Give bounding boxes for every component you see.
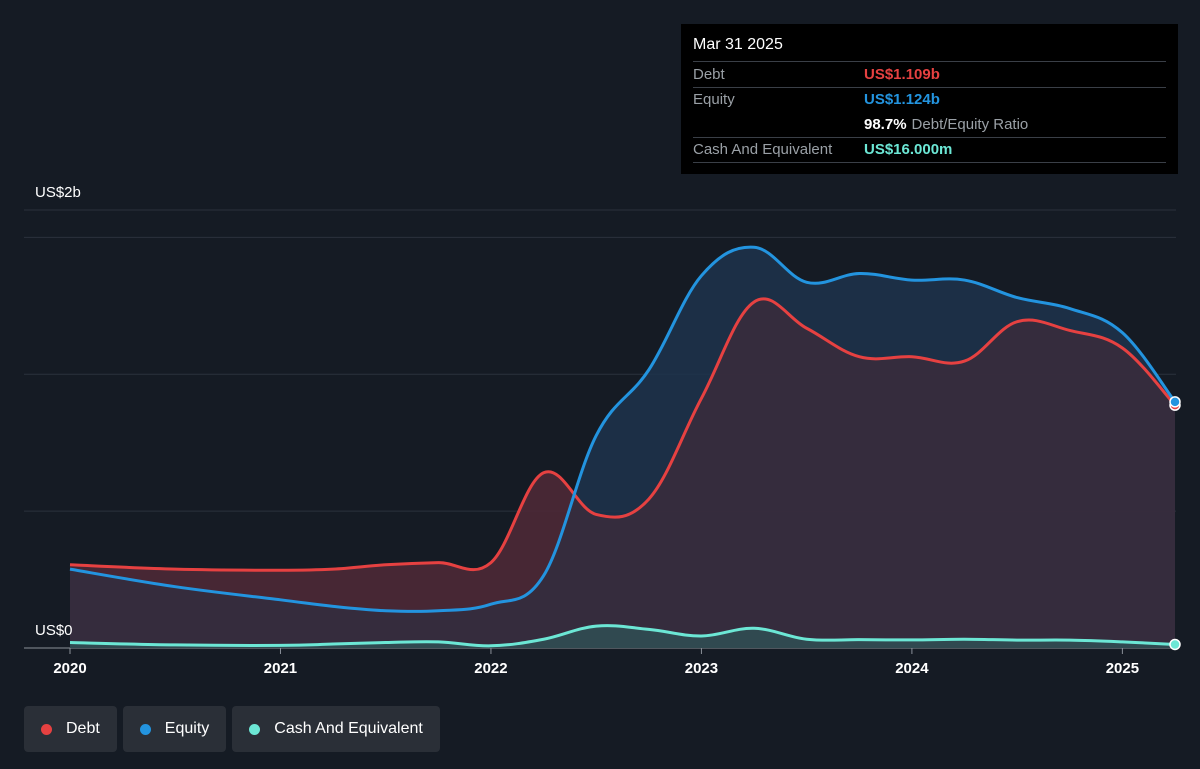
tooltip-row-debt: Debt US$1.109b [693,61,1166,87]
legend-item-equity[interactable]: Equity [122,706,227,752]
chart-areas [70,247,1175,648]
tooltip-ratio-value: 98.7% [864,115,907,133]
chart-endpoints [1169,396,1181,651]
cash-area-fill [70,625,1175,648]
tooltip-date: Mar 31 2025 [693,36,783,53]
chart-legend: Debt Equity Cash And Equivalent [24,706,446,752]
x-tick-label: 2023 [685,660,718,677]
x-tick-label: 2022 [474,660,507,677]
equity-line [69,245,1177,614]
debt-area-tint [70,298,1175,648]
tooltip-debt-label: Debt [693,65,725,83]
y-axis-top-label: US$2b [35,184,81,201]
legend-dot-cash [249,723,261,735]
tooltip-equity-label: Equity [693,91,735,109]
legend-item-debt[interactable]: Debt [24,706,117,752]
cash-line [69,624,1176,648]
y-axis-bottom-label: US$0 [35,622,73,639]
tooltip-cash-label: Cash And Equivalent [693,141,833,159]
overlap-area-fill [70,247,1175,648]
x-tick-label: 2025 [1106,660,1139,677]
legend-dot-debt [41,723,52,735]
chart-lines [69,245,1177,648]
endpoint-marker [1169,396,1181,408]
legend-label-equity: Equity [164,720,210,737]
legend-label-debt: Debt [66,720,100,737]
x-axis-ticks: 2020 2021 2022 2023 2024 2025 [53,648,1139,677]
x-tick-label: 2021 [264,660,297,677]
tooltip-cash-value: US$16.000m [864,141,953,159]
endpoint-marker [1169,638,1181,651]
x-tick-label: 2020 [53,660,86,677]
tooltip-row-equity: Equity US$1.124b [693,86,1166,113]
x-tick-label: 2024 [895,660,929,677]
data-tooltip: Mar 31 2025 Debt US$1.109b Equity US$1.1… [681,24,1178,174]
tooltip-row-ratio: 98.7% Debt/Equity Ratio [693,112,1166,137]
tooltip-debt-value: US$1.109b [864,65,940,83]
legend-item-cash[interactable]: Cash And Equivalent [232,706,440,752]
tooltip-row-cash: Cash And Equivalent US$16.000m [693,136,1166,163]
tooltip-ratio-label: Debt/Equity Ratio [911,115,1029,133]
debt-line [69,297,1177,572]
legend-dot-equity [139,723,151,735]
tooltip-equity-value: US$1.124b [864,91,940,109]
legend-label-cash: Cash And Equivalent [274,720,423,737]
